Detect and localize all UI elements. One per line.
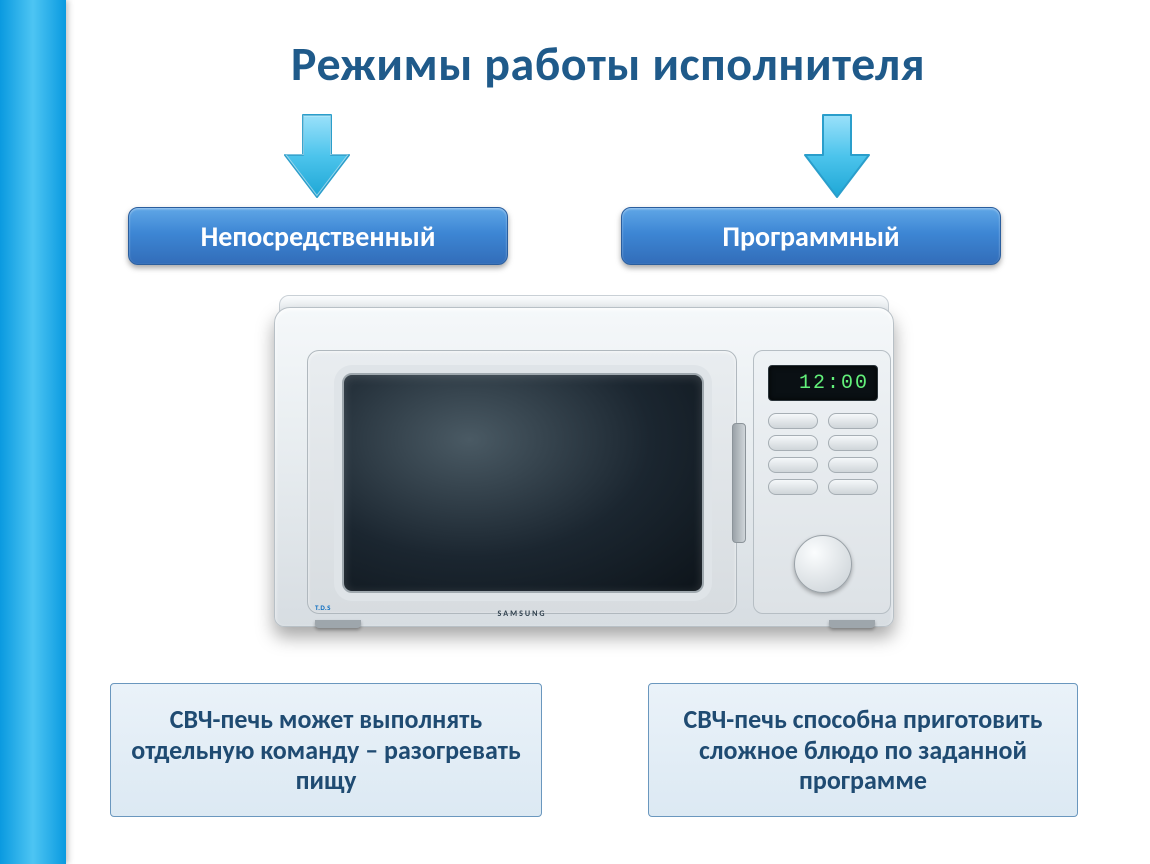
mode-pill-program: Программный bbox=[621, 207, 1001, 265]
microwave-button-icon bbox=[828, 457, 878, 473]
description-program: СВЧ-печь способна приготовить сложное бл… bbox=[648, 683, 1078, 817]
microwave: SAMSUNG 12:00 bbox=[264, 287, 904, 657]
microwave-button-icon bbox=[768, 457, 818, 473]
mode-pill-direct: Непосредственный bbox=[128, 207, 508, 265]
description-direct: СВЧ-печь может выполнять отдельную коман… bbox=[110, 683, 542, 817]
mode-pills-row: Непосредственный Программный bbox=[66, 207, 1150, 287]
microwave-sublogo: T.D.S bbox=[315, 603, 331, 612]
microwave-display: 12:00 bbox=[768, 365, 878, 401]
description-text: СВЧ-печь способна приготовить сложное бл… bbox=[665, 704, 1061, 796]
microwave-button-icon bbox=[828, 479, 878, 495]
arrow-down-icon bbox=[281, 111, 353, 201]
arrows-row bbox=[66, 111, 1150, 211]
microwave-button-icon bbox=[768, 413, 818, 429]
microwave-button-icon bbox=[768, 479, 818, 495]
description-text: СВЧ-печь может выполнять отдельную коман… bbox=[127, 704, 525, 796]
microwave-buttons bbox=[768, 413, 878, 495]
arrow-down-icon bbox=[801, 111, 873, 201]
descriptions-row: СВЧ-печь может выполнять отдельную коман… bbox=[66, 683, 1150, 833]
microwave-foot-icon bbox=[315, 620, 361, 628]
mode-pill-label: Программный bbox=[722, 219, 899, 254]
microwave-button-icon bbox=[828, 413, 878, 429]
page-title: Режимы работы исполнителя bbox=[66, 0, 1150, 93]
mode-pill-label: Непосредственный bbox=[201, 219, 436, 254]
microwave-button-icon bbox=[828, 435, 878, 451]
microwave-window bbox=[342, 373, 704, 593]
microwave-foot-icon bbox=[829, 620, 875, 628]
microwave-body: SAMSUNG 12:00 bbox=[274, 307, 894, 627]
microwave-dial-icon bbox=[794, 535, 852, 593]
slide-content: Режимы работы исполнителя Непосредственн… bbox=[66, 0, 1150, 864]
microwave-illustration: SAMSUNG 12:00 bbox=[66, 287, 1150, 667]
microwave-feet bbox=[315, 618, 875, 628]
microwave-control-panel: 12:00 bbox=[753, 350, 891, 614]
microwave-door-latch bbox=[732, 423, 746, 543]
microwave-door: SAMSUNG bbox=[307, 350, 737, 614]
microwave-button-icon bbox=[768, 435, 818, 451]
sidebar-accent-strip bbox=[0, 0, 66, 864]
